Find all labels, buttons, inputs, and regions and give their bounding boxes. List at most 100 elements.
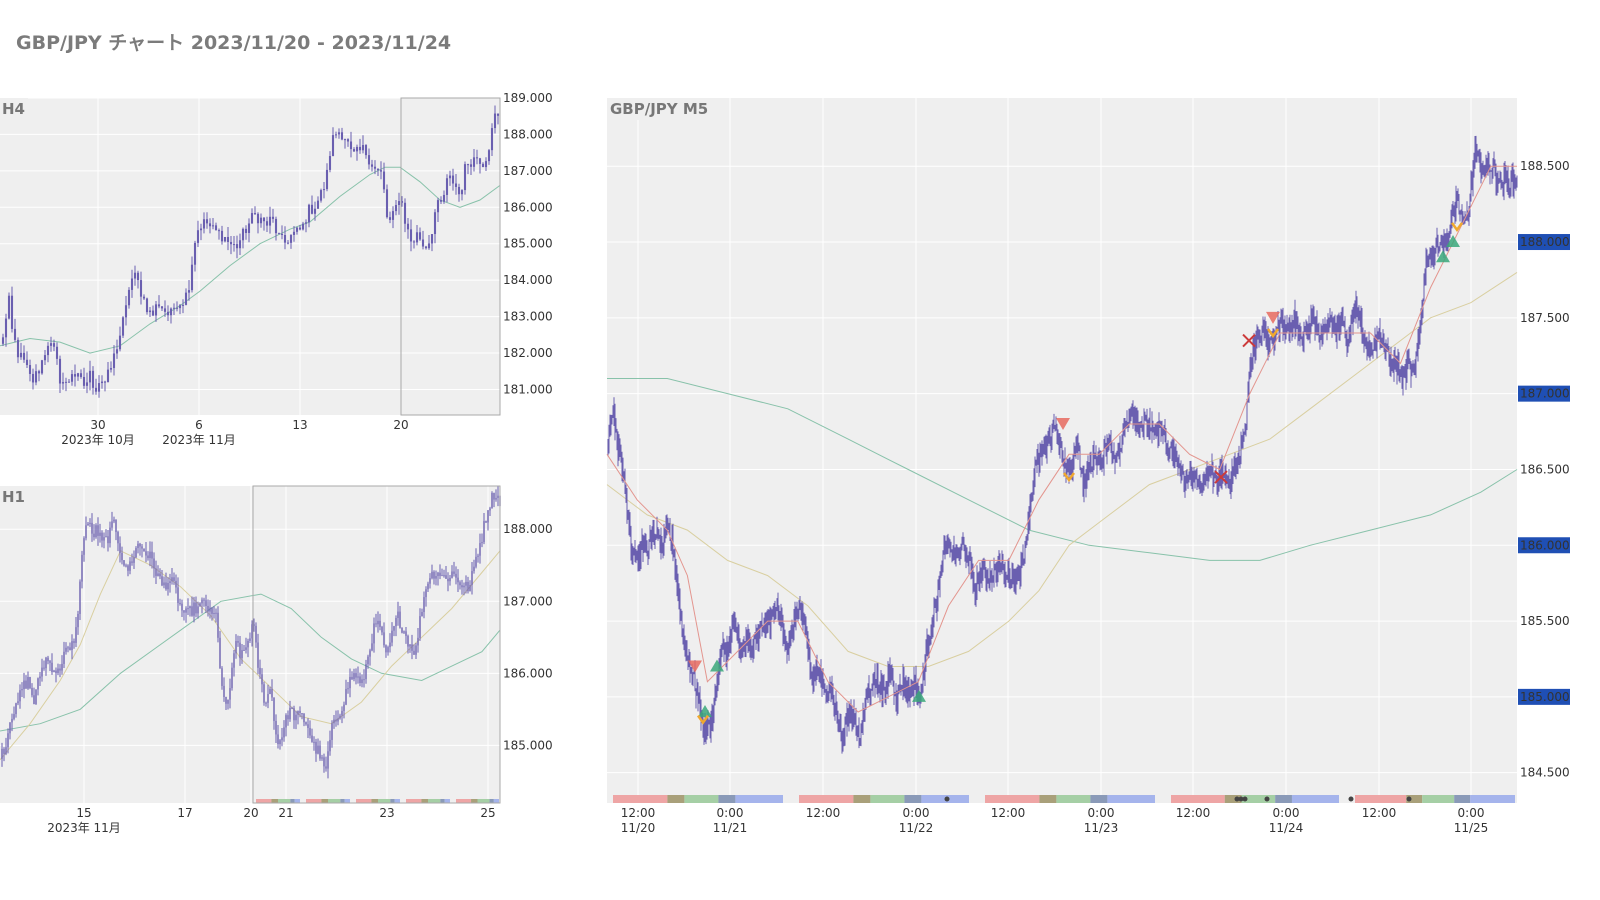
m5-candle (1474, 149, 1476, 157)
h4-candle (91, 370, 95, 388)
h4-candle (226, 236, 230, 242)
h1-candle (91, 522, 93, 534)
m5-candle (1076, 445, 1078, 451)
m5-candle (1335, 326, 1337, 338)
m5-x-tick-date: 11/23 (1084, 821, 1119, 835)
m5-candle (677, 583, 679, 597)
m5-candle (1410, 361, 1412, 376)
h1-candle (399, 611, 401, 628)
m5-candle (1058, 433, 1060, 443)
h1-candle (239, 642, 241, 659)
m5-candle (984, 568, 986, 576)
m5-candle (710, 713, 712, 732)
m5-candle (1353, 311, 1355, 316)
h1-candle (209, 607, 211, 612)
h1-candle (33, 695, 35, 705)
m5-candle (612, 416, 614, 418)
m5-candle (1315, 322, 1317, 332)
m5-candle (1158, 423, 1160, 437)
m5-candle (1280, 313, 1282, 321)
m5-candle (774, 604, 776, 615)
m5-candle (752, 650, 754, 652)
m5-y-tick-label: 188.000 (1520, 235, 1570, 249)
m5-session-segment (667, 795, 685, 803)
m5-candle (1416, 351, 1418, 356)
m5-candle (724, 651, 726, 654)
h1-candle (53, 670, 55, 673)
h1-session-segment (428, 799, 441, 803)
h1-candle (291, 707, 293, 709)
m5-candle (843, 735, 845, 737)
m5-candle (1289, 323, 1291, 337)
m5-candle (712, 715, 714, 722)
m5-candle (901, 687, 903, 689)
m5-candle (1504, 173, 1506, 176)
m5-candle (749, 641, 751, 645)
m5-candle (633, 551, 635, 553)
h4-candle (154, 304, 158, 316)
m5-candle (1377, 331, 1379, 335)
m5-candle (923, 675, 925, 678)
m5-candle (889, 669, 891, 674)
m5-candle (1298, 334, 1300, 338)
m5-candle (1268, 346, 1270, 349)
m5-candle (1080, 468, 1082, 470)
m5-candle (632, 551, 634, 553)
h4-candle (478, 158, 482, 164)
m5-candle (1450, 220, 1452, 227)
h4-candle (136, 272, 140, 281)
m5-candle (1511, 173, 1513, 178)
m5-candle (1482, 170, 1484, 175)
m5-candle (964, 545, 966, 549)
m5-candle (1181, 471, 1183, 474)
h1-candle (449, 577, 451, 582)
m5-candle (1226, 475, 1228, 479)
m5-candle (1160, 421, 1162, 434)
m5-candle (795, 609, 797, 619)
m5-candle (1191, 474, 1193, 477)
m5-candle (758, 628, 760, 639)
m5-candle (1480, 159, 1482, 174)
h4-candle (334, 134, 338, 136)
h4-candle (322, 189, 326, 191)
m5-candle (1001, 560, 1003, 568)
m5-candle (1390, 359, 1392, 365)
m5-candle (969, 557, 971, 560)
h1-session-segment (294, 799, 300, 803)
m5-candle (928, 643, 930, 651)
h1-candle (199, 603, 201, 607)
h4-candle (52, 343, 56, 347)
m5-candle (1313, 313, 1315, 320)
h1-session-segment (344, 799, 350, 803)
m5-candle (631, 550, 633, 553)
h4-candle (394, 204, 398, 212)
h1-session-segment (406, 799, 422, 803)
m5-candle (1308, 326, 1310, 332)
m5-candle (1034, 465, 1036, 478)
h1-candle (189, 606, 191, 609)
h4-candle (304, 222, 308, 224)
m5-candle (966, 560, 968, 562)
m5-candle (913, 678, 915, 693)
m5-candle (881, 681, 883, 695)
h1-candle (141, 546, 143, 549)
m5-candle (924, 662, 926, 678)
m5-candle (1231, 467, 1233, 485)
m5-candle (1412, 368, 1414, 371)
m5-candle (643, 539, 645, 550)
m5-candle (953, 545, 955, 556)
m5-candle (941, 567, 943, 573)
m5-candle (884, 690, 886, 697)
h4-candle (493, 113, 497, 129)
m5-candle (629, 524, 631, 537)
m5-candle (1132, 413, 1134, 421)
m5-candle (944, 540, 946, 547)
m5-candle (905, 688, 907, 695)
m5-candle (1247, 391, 1249, 403)
m5-candle (1241, 442, 1243, 445)
m5-buy-signal (1436, 250, 1450, 263)
m5-candle (1514, 178, 1516, 181)
h4-candle (118, 335, 122, 350)
m5-candle (1227, 478, 1229, 480)
h1-candle (435, 576, 437, 579)
